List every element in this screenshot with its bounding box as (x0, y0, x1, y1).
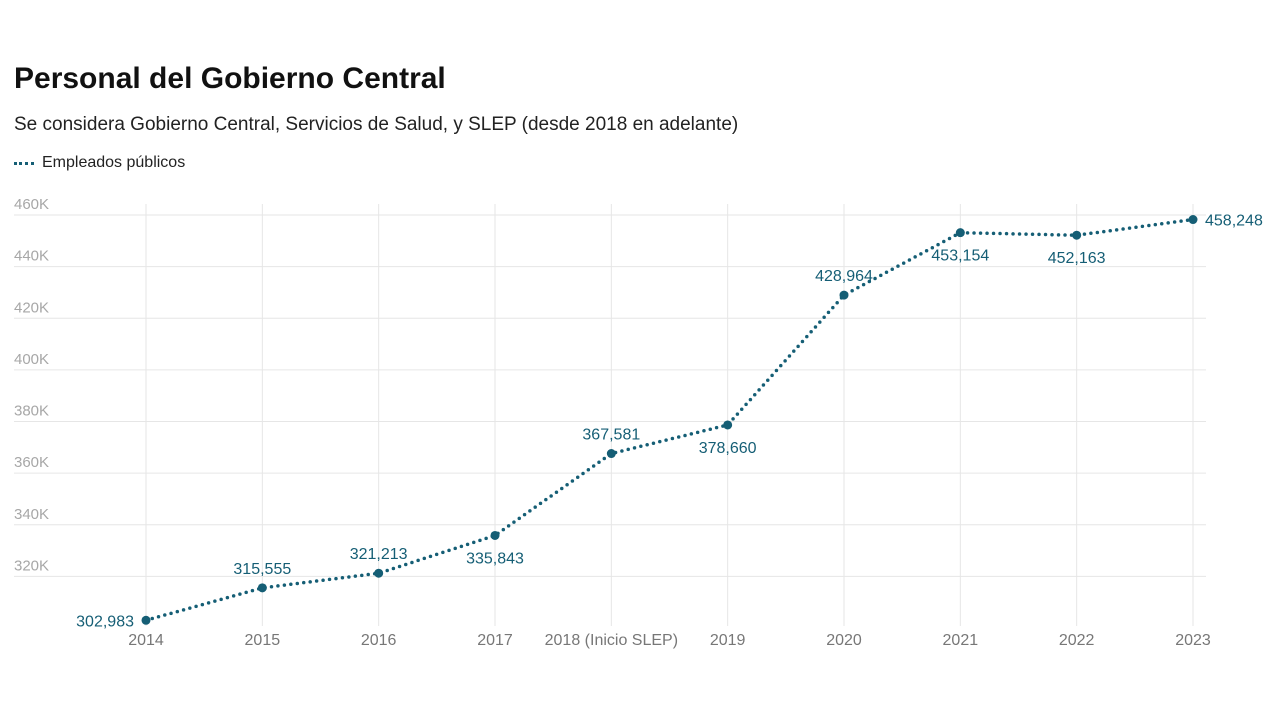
x-axis: 2014 2015 2016 2017 2018 (Inicio SLEP) 2019 20… (128, 632, 1211, 649)
chart-subtitle: Se considera Gobierno Central, Servicios… (14, 114, 739, 135)
data-point (1188, 215, 1198, 225)
series-empleados (141, 215, 1198, 625)
x-tick-label: 2019 (710, 632, 746, 649)
y-tick-label: 380K (14, 403, 49, 420)
data-label: 321,213 (350, 546, 408, 563)
data-point (839, 290, 849, 300)
data-point (723, 420, 733, 430)
x-tick-label: 2023 (1175, 632, 1211, 649)
legend-label: Empleados públicos (42, 154, 186, 171)
data-label: 302,983 (76, 613, 134, 630)
y-axis: 320K 340K 360K 380K 400K 420K 440K 460K (14, 196, 49, 574)
x-tick-label: 2022 (1059, 632, 1095, 649)
data-label: 428,964 (815, 268, 873, 285)
data-label: 335,843 (466, 550, 524, 567)
y-tick-label: 360K (14, 454, 49, 471)
x-tick-label: 2014 (128, 632, 164, 649)
horizontal-gridlines (14, 214, 1206, 577)
data-point (257, 583, 267, 593)
data-point (955, 228, 965, 238)
y-tick-label: 440K (14, 248, 49, 265)
x-tick-label: 2021 (943, 632, 979, 649)
x-tick-label: 2020 (826, 632, 862, 649)
chart-title: Personal del Gobierno Central (14, 62, 446, 95)
data-label: 452,163 (1048, 250, 1106, 267)
data-label: 367,581 (582, 427, 640, 444)
x-tick-label: 2015 (245, 632, 281, 649)
data-point (141, 615, 151, 625)
data-label: 378,660 (699, 440, 757, 457)
x-tick-label: 2016 (361, 632, 397, 649)
y-tick-label: 320K (14, 557, 49, 574)
series-line (144, 217, 1195, 623)
x-tick-label: 2018 (Inicio SLEP) (545, 632, 678, 649)
y-tick-label: 400K (14, 351, 49, 368)
data-label: 458,248 (1205, 213, 1263, 230)
data-point (1072, 230, 1082, 240)
vertical-gridlines (145, 204, 1194, 626)
legend: Empleados públicos (14, 154, 185, 172)
y-tick-label: 340K (14, 506, 49, 523)
x-tick-label: 2017 (477, 632, 513, 649)
y-tick-label: 420K (14, 299, 49, 316)
legend-swatch (14, 162, 34, 165)
data-point (490, 530, 500, 540)
data-label: 315,555 (233, 561, 291, 578)
data-labels: 302,983 315,555 321,213 335,843 367,581 378,6… (76, 213, 1263, 631)
data-point (374, 568, 384, 578)
y-tick-label: 460K (14, 196, 49, 213)
data-label: 453,154 (931, 248, 989, 265)
data-point (606, 449, 616, 459)
